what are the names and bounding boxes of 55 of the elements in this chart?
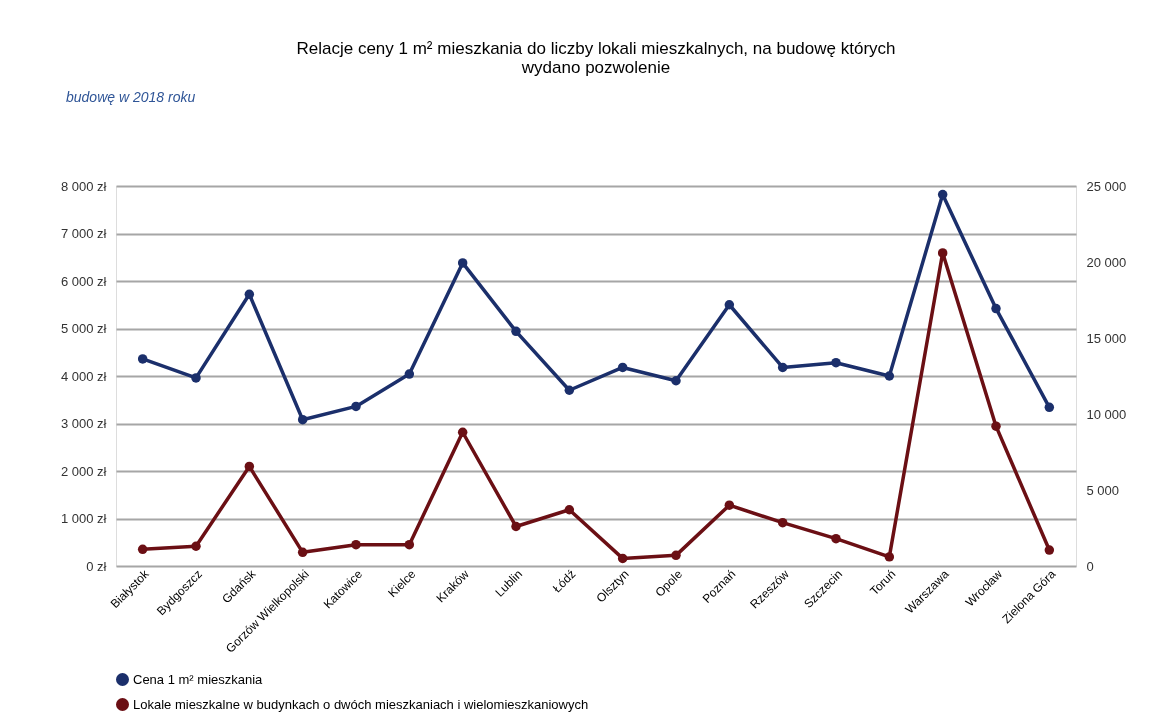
point <box>991 421 1001 431</box>
point <box>671 376 681 386</box>
point <box>671 550 681 561</box>
y-tick-label: 5 000 zł <box>60 321 107 336</box>
y2-tick-label: 0 <box>1086 558 1094 574</box>
point <box>457 427 468 437</box>
point <box>404 369 415 379</box>
point <box>937 248 948 258</box>
point <box>884 371 895 381</box>
point <box>404 539 415 550</box>
point <box>564 385 575 395</box>
point <box>724 300 735 310</box>
y-tick-label: 1 000 zł <box>60 511 107 526</box>
y-tick-label: 4 000 zł <box>60 368 107 384</box>
point <box>937 189 948 200</box>
point <box>564 505 575 515</box>
point <box>191 373 201 383</box>
point <box>511 521 521 532</box>
y-tick-label: 2 000 zł <box>60 463 107 479</box>
text: budowę w 2018 roku <box>66 89 196 105</box>
point <box>297 414 308 425</box>
point <box>1044 402 1055 413</box>
point <box>191 541 201 551</box>
point <box>351 401 361 412</box>
y-tick-label: 8 000 zł <box>60 178 107 194</box>
point <box>777 362 788 373</box>
point <box>297 547 308 558</box>
y-tick-label: 3 000 zł <box>60 416 107 431</box>
point <box>351 539 361 550</box>
legend-label: Lokale mieszkalne w budynkach o dwóch mieszkaniach i wielomieszkaniowych <box>133 696 589 712</box>
point <box>1044 545 1055 555</box>
point <box>137 544 148 555</box>
y-tick-label: 7 000 zł <box>60 226 107 241</box>
point <box>617 362 628 373</box>
y2-tick-label: 5 000 <box>1086 482 1120 498</box>
point <box>831 533 841 544</box>
point <box>991 303 1001 314</box>
y2-tick-label: 10 000 <box>1086 406 1127 422</box>
point <box>137 354 148 364</box>
point <box>617 553 628 564</box>
y-tick-label: 6 000 zł <box>60 273 107 289</box>
chart-title: Relacje ceny 1 m² mieszkania do liczby lokali mieszkalnych, na budowę których wydano pozwolenie <box>296 39 896 77</box>
y2-tick-label: 25 000 <box>1086 178 1127 194</box>
point <box>777 517 788 528</box>
y-tick-label: 0 zł <box>86 558 107 574</box>
y2-tick-label: 15 000 <box>1086 330 1127 346</box>
legend-label: Cena 1 m² mieszkania <box>133 671 264 687</box>
point <box>724 500 735 510</box>
y2-tick-label: 20 000 <box>1086 254 1127 270</box>
point <box>244 461 255 472</box>
point <box>457 258 468 268</box>
point <box>511 326 521 337</box>
point <box>884 552 895 562</box>
point <box>831 357 841 368</box>
point <box>244 289 255 300</box>
